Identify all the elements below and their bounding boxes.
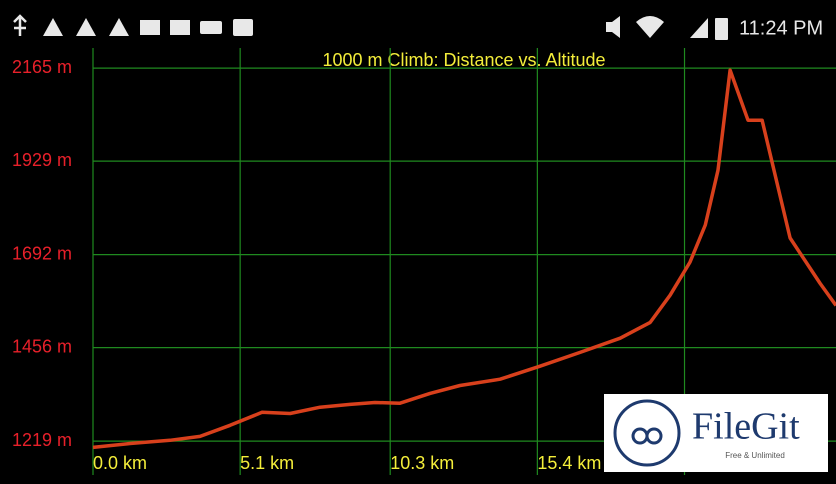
x-tick-label: 15.4 km [537, 453, 601, 473]
battery-icon [715, 18, 728, 40]
plot: 1219 m 1456 m 1692 m 1929 m 2165 m 0.0 km 5.1 … [12, 48, 836, 475]
wifi-icon [636, 16, 664, 38]
watermark-logo [613, 399, 681, 467]
warning-icon [109, 18, 129, 36]
voicemail-icon [200, 21, 222, 34]
mail-icon [140, 20, 160, 35]
watermark-logo [645, 427, 663, 445]
mute-icon [606, 16, 620, 38]
x-tick-label: 0.0 km [93, 453, 147, 473]
x-tick-label: 5.1 km [240, 453, 294, 473]
usb-icon [13, 14, 27, 36]
data-line [92, 68, 836, 450]
y-tick-label: 2165 m [12, 57, 72, 77]
watermark-box [604, 394, 828, 472]
bag-icon [233, 19, 253, 36]
y-tick-label: 1219 m [12, 430, 72, 450]
warning-icon [76, 18, 96, 36]
warning-icon [43, 18, 63, 36]
y-tick-label: 1456 m [12, 336, 72, 356]
chart-title: 1000 m Climb: Distance vs. Altitude [322, 50, 605, 70]
watermark-title: FileGit [692, 406, 800, 448]
clock: 11:24 PM [739, 17, 823, 39]
y-tick-label: 1929 m [12, 150, 72, 170]
mail-icon [170, 20, 190, 35]
watermark: FileGit Free & Unlimited [604, 394, 828, 472]
y-tick-label: 1692 m [12, 243, 72, 263]
watermark-subtitle: Free & Unlimited [725, 451, 785, 460]
x-tick-label: 10.3 km [390, 453, 454, 473]
signal-icon [690, 18, 708, 38]
status-bar: 11:24 PM [13, 14, 823, 40]
